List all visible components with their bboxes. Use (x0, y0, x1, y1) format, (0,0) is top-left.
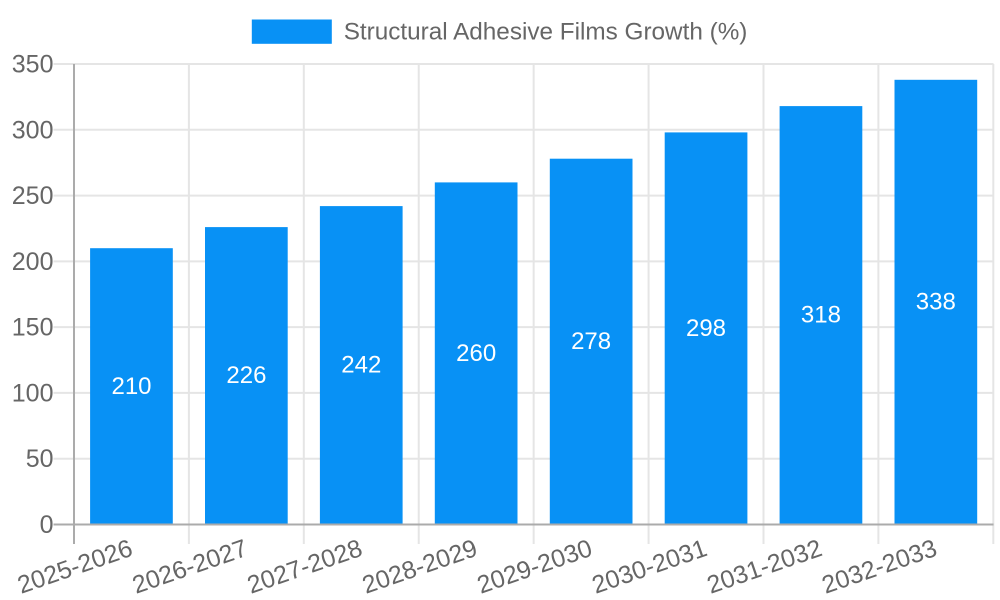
svg-text:298: 298 (686, 315, 726, 342)
svg-text:150: 150 (12, 314, 54, 342)
svg-text:260: 260 (456, 340, 496, 367)
svg-text:242: 242 (341, 352, 381, 379)
svg-text:0: 0 (40, 511, 54, 539)
svg-text:350: 350 (12, 51, 54, 79)
svg-text:338: 338 (916, 289, 956, 316)
svg-text:Structural Adhesive Films Grow: Structural Adhesive Films Growth (%) (344, 18, 748, 45)
svg-text:210: 210 (111, 373, 151, 400)
svg-text:100: 100 (12, 379, 54, 407)
svg-text:318: 318 (801, 302, 841, 329)
svg-text:50: 50 (26, 445, 54, 473)
svg-text:226: 226 (226, 362, 266, 389)
svg-text:200: 200 (12, 248, 54, 276)
svg-text:278: 278 (571, 328, 611, 355)
svg-text:250: 250 (12, 182, 54, 210)
svg-text:300: 300 (12, 116, 54, 144)
